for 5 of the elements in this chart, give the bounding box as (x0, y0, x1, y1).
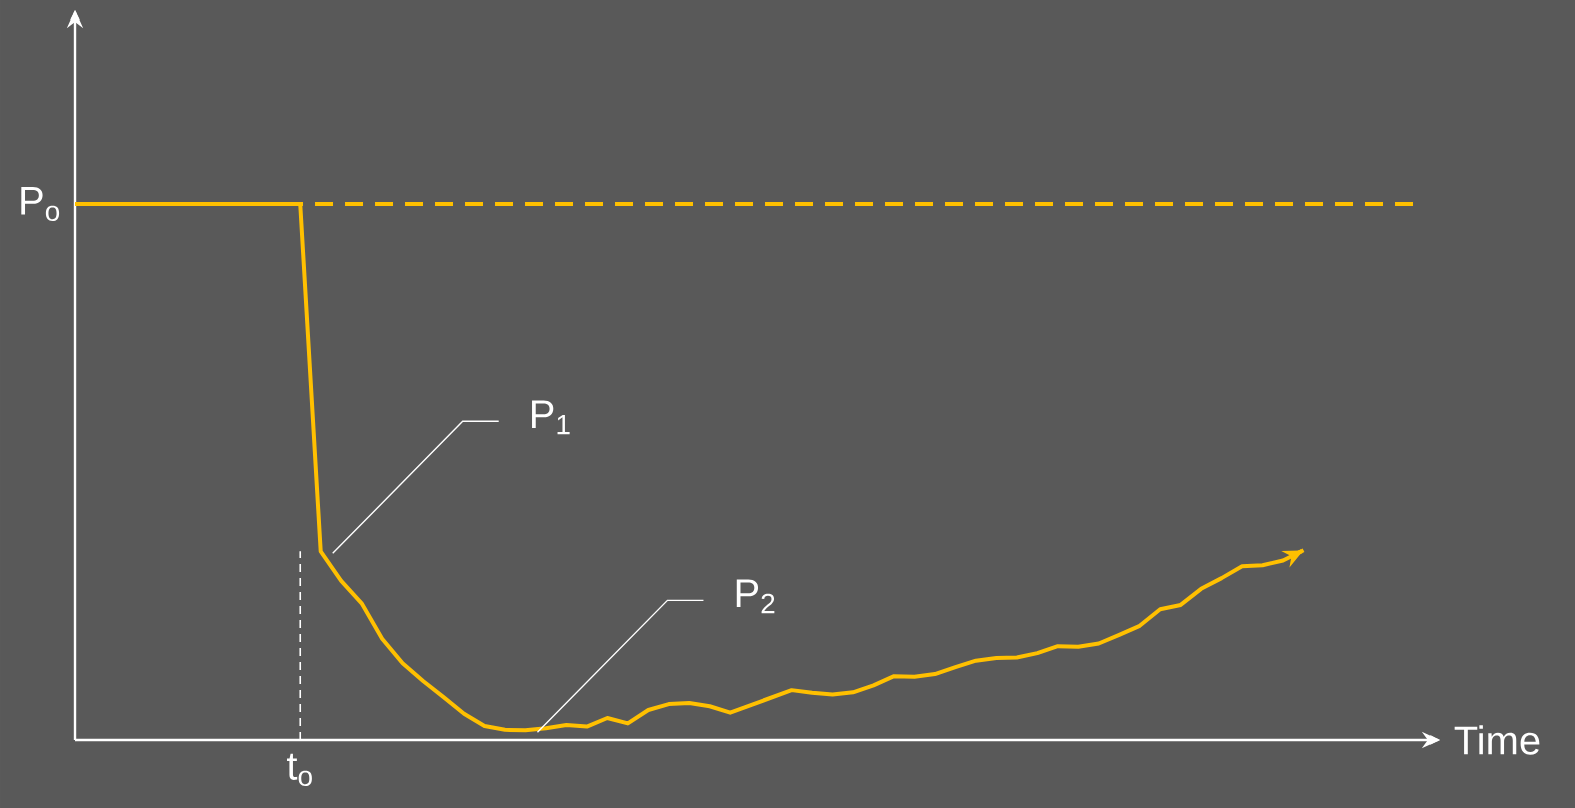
x-axis-title: Time (1454, 725, 1540, 755)
annotation: P$_{2}$ (736, 579, 775, 614)
ref-line-label: P$_{o}$ (21, 187, 60, 222)
text: t$_{o}$ (286, 753, 312, 787)
annotation: P$_{1}$ (532, 400, 570, 435)
